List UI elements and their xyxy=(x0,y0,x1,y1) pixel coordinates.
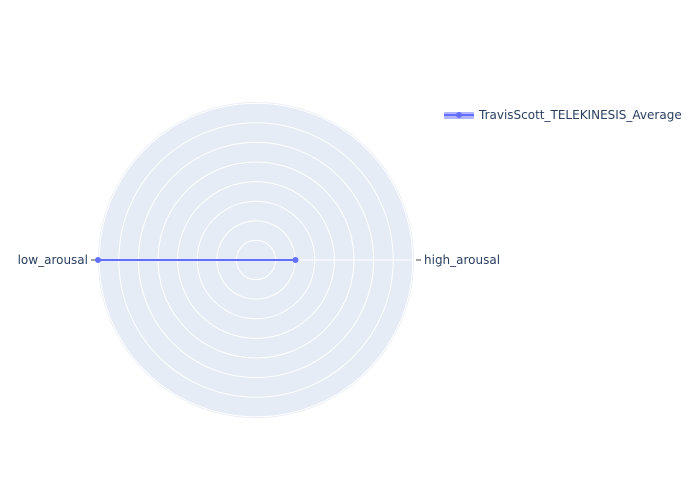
legend[interactable]: TravisScott_TELEKINESIS_Average xyxy=(444,108,682,122)
series-marker-high-arousal[interactable] xyxy=(292,257,299,263)
series-marker-low-arousal[interactable] xyxy=(95,257,101,263)
angular-axis-label-low-arousal: low_arousal xyxy=(18,253,88,267)
legend-label[interactable]: TravisScott_TELEKINESIS_Average xyxy=(478,108,682,122)
legend-swatch-marker[interactable] xyxy=(456,112,462,118)
angular-axis-label-high-arousal: high_arousal xyxy=(424,253,500,267)
series-group xyxy=(95,257,299,263)
